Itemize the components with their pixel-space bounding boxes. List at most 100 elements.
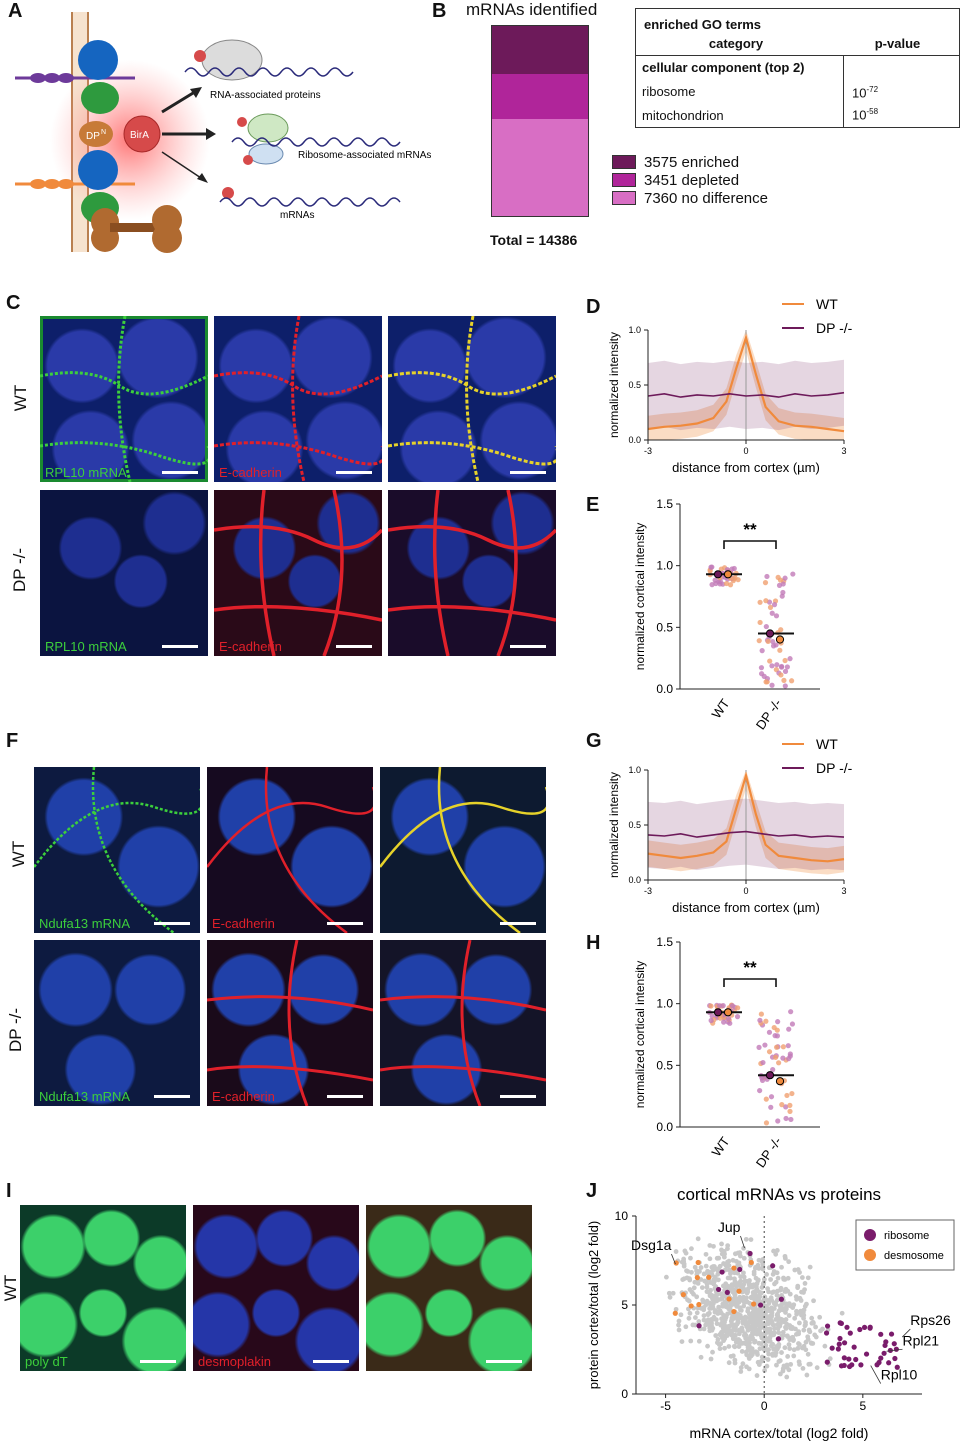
x-tick-label: WT <box>709 1134 733 1159</box>
scatter-point-other <box>759 1290 764 1296</box>
data-point-dp <box>780 1044 786 1050</box>
scatter-point-other <box>784 1364 790 1370</box>
scatter-point-other <box>666 1290 672 1296</box>
scatter-point-ribosome <box>841 1355 847 1361</box>
data-point-wt <box>729 1003 736 1009</box>
scatter-point-other <box>742 1287 748 1293</box>
data-point-dp <box>763 1096 769 1102</box>
scatter-point-other <box>743 1236 749 1242</box>
scatter-point-other <box>705 1311 711 1317</box>
scatter-point-other <box>803 1347 809 1353</box>
data-point-wt <box>717 581 723 587</box>
scatter-point-other <box>676 1318 682 1324</box>
scatter-point-ribosome <box>867 1325 873 1331</box>
scatter-point-other <box>775 1326 781 1332</box>
scatter-point-other <box>766 1347 771 1353</box>
data-point-wt <box>708 564 714 570</box>
scatter-point-other <box>738 1274 744 1280</box>
data-point-dp <box>790 571 796 577</box>
scatter-point-ribosome <box>724 1289 730 1296</box>
micro-c-wt-red: E-cadherin <box>214 316 382 482</box>
chart-h: 0.0 0.5 1.0 1.5 normalized cortical intensit… <box>633 935 820 1168</box>
scatter-point-ribosome <box>857 1326 863 1333</box>
scatter-point-other <box>737 1327 742 1333</box>
panel-g-label: G <box>586 730 602 752</box>
data-point-dp <box>756 1044 762 1050</box>
annotation-leader-Rpl21 <box>886 1348 903 1352</box>
data-point-dp <box>760 1059 766 1066</box>
bar-segment-enriched <box>492 26 588 74</box>
scatter-point-other <box>741 1255 747 1261</box>
scatter-point-other <box>698 1354 704 1360</box>
x-tick-label: -3 <box>644 886 652 896</box>
panel-b-label: B <box>432 0 447 22</box>
y-tick-label: 10 <box>615 1209 629 1223</box>
scatter-point-other <box>762 1294 768 1300</box>
significance-stars: ** <box>743 520 757 539</box>
scatter-point-other <box>673 1306 679 1312</box>
scatter-point-other <box>716 1255 722 1261</box>
scatter-point-ribosome <box>863 1351 870 1357</box>
bar-segment-nodiff <box>492 119 588 216</box>
scatter-point-other <box>698 1265 704 1270</box>
scatter-point-other <box>727 1331 733 1336</box>
scatter-point-other <box>749 1346 755 1352</box>
scatter-point-ribosome <box>835 1346 841 1352</box>
scatter-point-other <box>732 1276 737 1282</box>
scatter-point-desmosome <box>672 1310 678 1316</box>
panel-f-row-wt: WT <box>9 840 29 868</box>
scatter-point-other <box>786 1259 792 1265</box>
chart-title: cortical mRNAs vs proteins <box>677 1185 881 1204</box>
scatter-point-other <box>726 1267 732 1273</box>
scatter-point-other <box>796 1331 802 1337</box>
arrow-label-ribosome: Ribosome-associated mRNAs <box>298 150 431 161</box>
caption-polydt: poly dT <box>25 1354 68 1369</box>
scatter-point-other <box>779 1350 784 1355</box>
go-table: enriched GO terms category p-value cellu… <box>635 8 960 128</box>
data-point-dp <box>767 658 773 664</box>
scatter-point-ribosome <box>775 1336 782 1342</box>
data-point-wt <box>708 1003 714 1009</box>
scatter-point-other <box>768 1277 773 1282</box>
scatter-point-other <box>703 1322 709 1328</box>
y-tick-label: 1.0 <box>656 997 673 1011</box>
scatter-point-other <box>755 1315 761 1321</box>
scatter-point-other <box>680 1277 686 1283</box>
scatter-point-desmosome <box>751 1301 757 1307</box>
scatter-point-ribosome <box>837 1335 843 1342</box>
y-axis-label: normalized intensity <box>607 772 621 878</box>
data-point-dp <box>775 1118 781 1124</box>
mean-point <box>713 570 723 579</box>
scatter-point-other <box>688 1255 693 1261</box>
go-term-ribosome: ribosome <box>642 84 696 99</box>
scatter-point-ribosome <box>778 1296 785 1302</box>
y-tick-label: 0.0 <box>628 875 641 885</box>
x-tick-label: -3 <box>644 446 652 456</box>
scatter-point-other <box>719 1329 725 1335</box>
scatter-point-other <box>692 1264 698 1270</box>
significance-bracket <box>723 540 777 549</box>
scatter-point-other <box>807 1264 813 1270</box>
go-col-category: category <box>708 36 764 51</box>
scatter-point-other <box>726 1360 732 1366</box>
scatter-point-other <box>741 1270 746 1276</box>
mean-point <box>723 570 733 579</box>
scatter-point-other <box>766 1301 772 1306</box>
scatter-point-other <box>687 1287 693 1292</box>
scatter-point-other <box>756 1266 762 1271</box>
data-point-dp <box>783 1115 789 1122</box>
scatter-point-other <box>738 1278 744 1284</box>
scatter-point-other <box>749 1327 755 1332</box>
scatter-point-desmosome <box>706 1274 712 1280</box>
y-axis-label: protein cortex/total (log2 fold) <box>586 1221 601 1389</box>
panel-c-row-wt: WT <box>11 384 31 412</box>
data-point-dp <box>759 1075 765 1081</box>
scatter-point-other <box>770 1322 776 1328</box>
scatter-point-other <box>710 1301 716 1306</box>
scatter-point-other <box>738 1253 743 1259</box>
data-point-dp <box>783 1104 789 1110</box>
scatter-point-other <box>772 1326 777 1331</box>
scatter-point-other <box>776 1330 782 1336</box>
data-point-dp <box>782 657 788 664</box>
scatter-point-other <box>755 1310 761 1316</box>
